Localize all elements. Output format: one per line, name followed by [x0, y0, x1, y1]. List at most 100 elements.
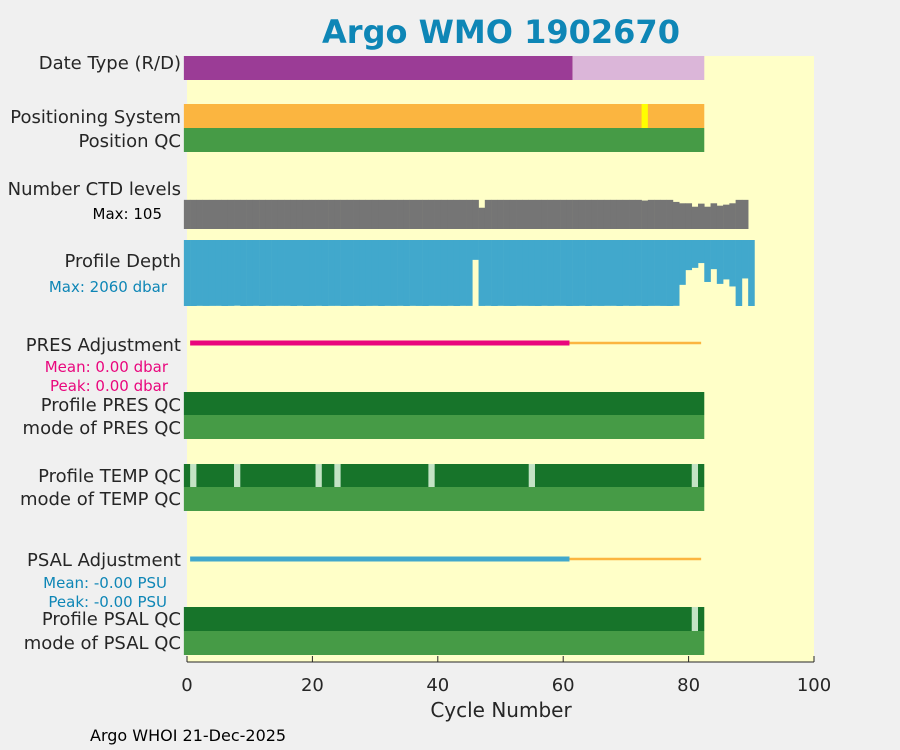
annotation-psal-mean: Mean: -0.00 PSU	[43, 574, 167, 592]
position-qc-bar	[183, 128, 705, 152]
ctd-level-bar	[384, 199, 392, 229]
profile-depth-bar	[572, 240, 580, 306]
temp-qc-flag-mark	[428, 464, 435, 487]
ctd-level-bar	[183, 199, 191, 229]
label-ctd-levels: Number CTD levels	[8, 179, 181, 200]
profile-depth-bar	[597, 240, 605, 306]
ctd-level-bar	[478, 207, 486, 229]
profile-depth-bar	[566, 240, 573, 306]
profile-depth-bar	[616, 240, 624, 306]
profile-depth-bar	[265, 240, 272, 306]
label-mode-pres-qc: mode of PRES QC	[23, 418, 181, 439]
ctd-level-bar	[547, 199, 555, 229]
temp-qc-flag-mark	[528, 464, 535, 487]
profile-depth-bar	[259, 240, 266, 306]
ctd-level-bar	[397, 199, 404, 229]
profile-depth-bar	[478, 240, 486, 306]
x-tick-label: 100	[797, 675, 831, 696]
label-pres-adjustment: PRES Adjustment	[26, 335, 181, 356]
ctd-level-bar	[691, 206, 699, 229]
ctd-level-bar	[566, 199, 573, 229]
temp-qc-flag-mark	[234, 464, 241, 487]
ctd-level-bar	[622, 199, 630, 229]
positioning-system-bar	[183, 104, 705, 128]
ctd-level-bar	[541, 199, 548, 229]
ctd-level-bar	[679, 203, 686, 229]
ctd-level-bar	[591, 199, 598, 229]
profile-depth-bar	[440, 240, 448, 306]
profile-depth-bar	[397, 240, 404, 306]
profile-depth-bar	[679, 240, 686, 285]
profile-depth-bar	[660, 240, 667, 306]
positioning-special-mark	[641, 104, 648, 128]
ctd-level-bar	[422, 199, 429, 229]
ctd-level-bar	[660, 199, 667, 229]
ctd-level-bar	[672, 201, 680, 229]
label-mode-temp-qc: mode of TEMP QC	[20, 489, 181, 510]
label-profile-depth: Profile Depth	[64, 251, 181, 272]
profile-temp-qc-bar	[183, 464, 705, 487]
profile-depth-bar	[528, 240, 536, 306]
profile-depth-bar	[741, 240, 749, 279]
ctd-level-bar	[378, 199, 385, 229]
profile-pres-qc-bar	[183, 392, 705, 415]
ctd-level-bar	[246, 199, 254, 229]
ctd-level-bar	[240, 199, 247, 229]
profile-depth-bar	[547, 240, 555, 306]
profile-depth-bar	[453, 240, 461, 306]
ctd-level-bar	[309, 199, 316, 229]
profile-depth-bar	[591, 240, 598, 306]
ctd-level-bar	[252, 199, 260, 229]
ctd-level-bar	[528, 199, 536, 229]
x-axis-label: Cycle Number	[430, 698, 572, 722]
ctd-level-bar	[491, 199, 498, 229]
profile-depth-bar	[503, 240, 511, 306]
profile-depth-bar	[578, 240, 586, 306]
profile-depth-bar	[748, 240, 755, 306]
ctd-level-bar	[578, 199, 586, 229]
profile-depth-bar	[315, 240, 323, 306]
profile-depth-bar	[328, 240, 335, 306]
ctd-level-bar	[277, 199, 285, 229]
profile-depth-bar	[246, 240, 254, 306]
ctd-level-bar	[616, 199, 624, 229]
profile-depth-bar	[422, 240, 429, 306]
profile-depth-bar	[553, 240, 561, 306]
chart-marks	[183, 56, 755, 655]
profile-depth-bar	[735, 240, 743, 306]
profile-depth-bar	[221, 240, 229, 306]
ctd-level-bar	[302, 199, 310, 229]
ctd-level-bar	[585, 199, 592, 229]
ctd-level-bar	[466, 199, 473, 229]
profile-depth-bar	[672, 240, 680, 306]
label-profile-temp-qc: Profile TEMP QC	[38, 466, 181, 487]
ctd-level-bar	[472, 199, 479, 229]
ctd-level-bar	[534, 199, 542, 229]
ctd-level-bar	[202, 199, 210, 229]
ctd-level-bar	[503, 199, 511, 229]
profile-depth-bar	[190, 240, 197, 306]
profile-depth-bar	[516, 240, 523, 306]
profile-depth-bar	[522, 240, 530, 306]
temp-qc-flag-mark	[315, 464, 322, 487]
profile-psal-qc-bar	[183, 607, 705, 631]
ctd-level-bar	[334, 199, 341, 229]
profile-depth-bar	[384, 240, 392, 306]
x-tick-label: 0	[181, 675, 192, 696]
ctd-level-bar	[497, 199, 504, 229]
profile-depth-bar	[234, 240, 241, 306]
ctd-level-bar	[390, 199, 398, 229]
profile-depth-bar	[723, 240, 730, 280]
profile-depth-bar	[641, 240, 649, 306]
profile-depth-bar	[340, 240, 348, 306]
annotation-pres-peak: Peak: 0.00 dbar	[50, 377, 169, 395]
profile-depth-bar	[491, 240, 498, 306]
profile-depth-bar	[466, 240, 473, 306]
profile-depth-bar	[691, 240, 699, 268]
ctd-level-bar	[234, 199, 241, 229]
footer-credit: Argo WHOI 21-Dec-2025	[90, 726, 286, 745]
profile-depth-bar	[371, 240, 379, 306]
ctd-level-bar	[641, 200, 649, 229]
label-date-type: Date Type (R/D)	[39, 53, 181, 74]
